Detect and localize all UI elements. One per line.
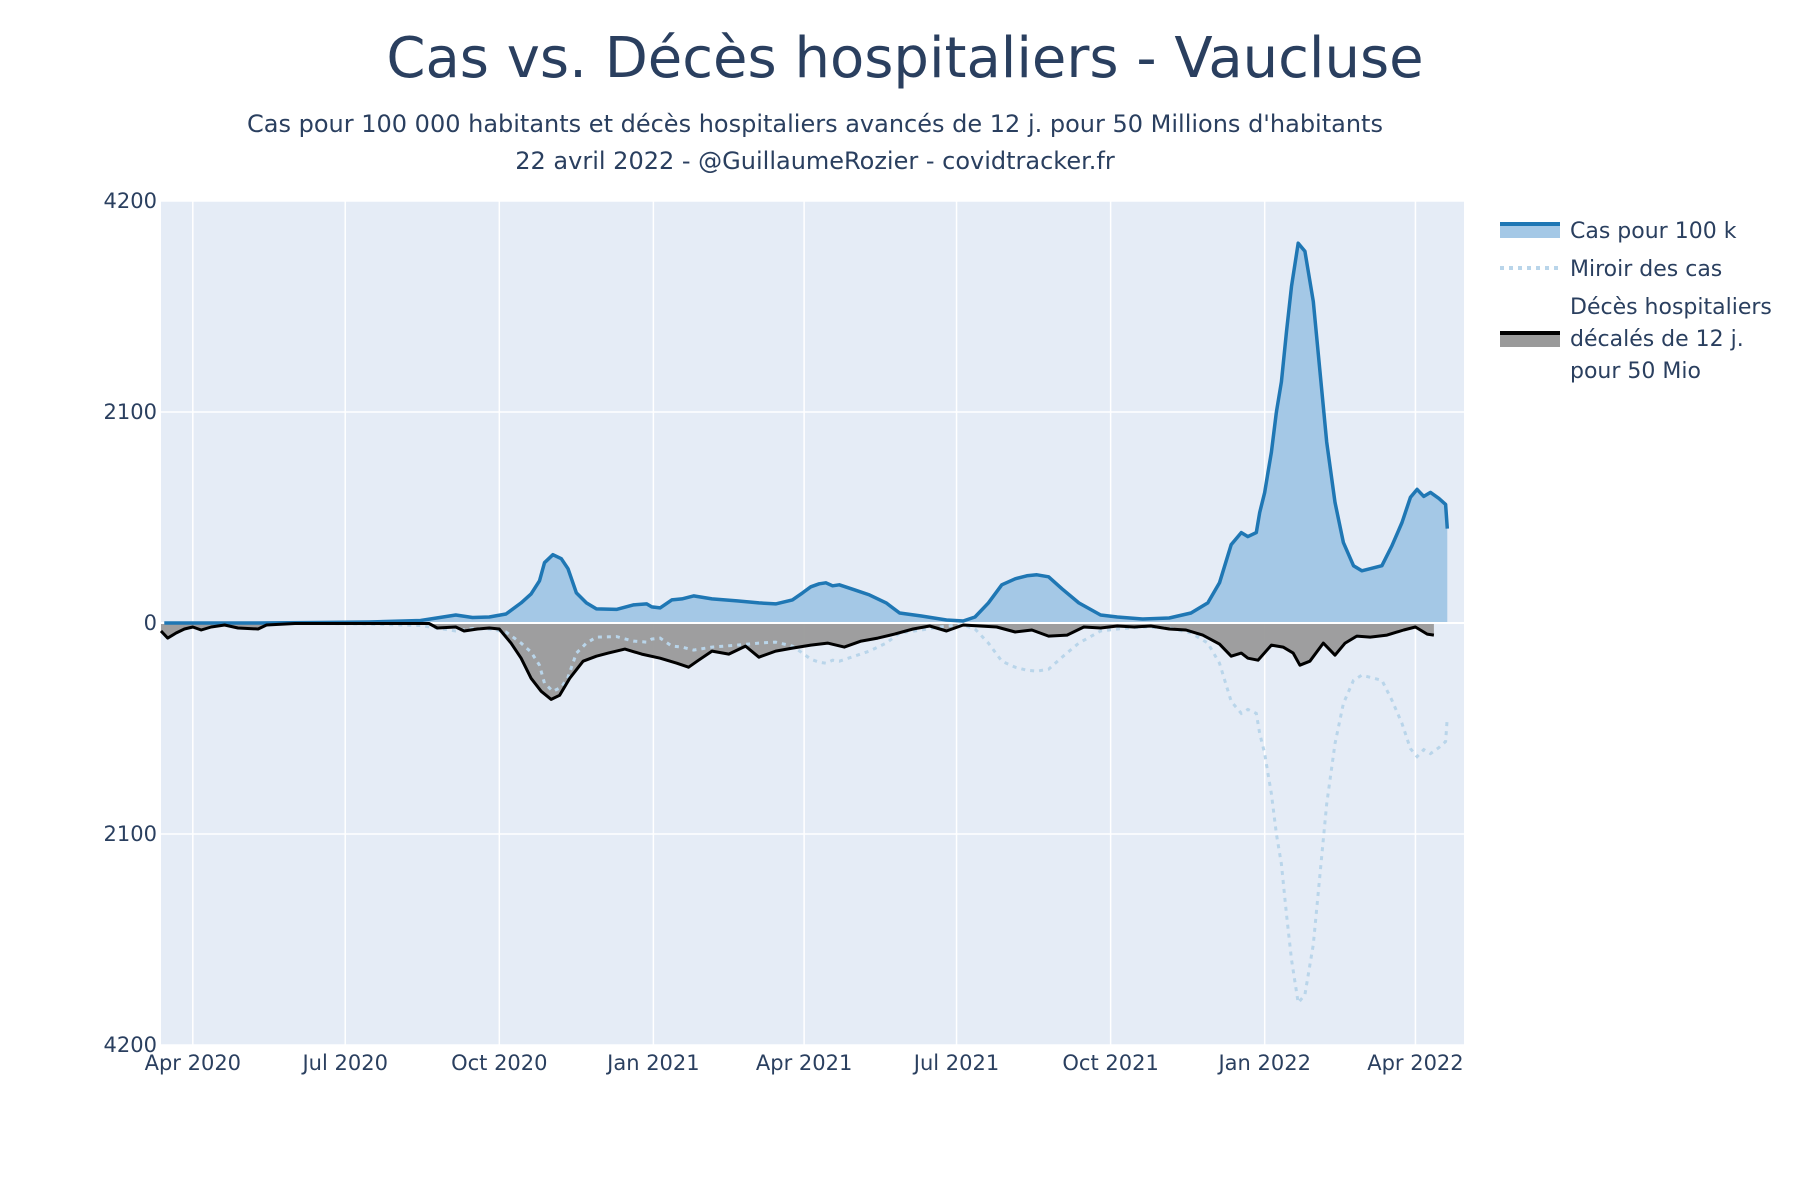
legend[interactable]: Cas pour 100 k Miroir des cas Décès hosp… (1500, 219, 1772, 384)
miroir-line (164, 621, 1449, 1007)
x-tick-label: Apr 2021 (756, 1051, 852, 1075)
legend-item-miroir[interactable]: Miroir des cas (1500, 257, 1722, 282)
x-tick-label: Jan 2021 (605, 1051, 700, 1075)
cas-line (164, 241, 1450, 625)
chart-subtitle-line-1: Cas pour 100 000 habitants et décès hosp… (247, 110, 1383, 138)
deces-area (161, 623, 1434, 700)
y-tick-label: 4200 (104, 1033, 157, 1057)
legend-label-miroir: Miroir des cas (1570, 257, 1722, 282)
legend-swatch-cas-fill (1500, 224, 1560, 238)
x-axis-ticks: Apr 2020 Jul 2020 Oct 2020 Jan 2021 Apr 2021… (145, 1051, 1464, 1075)
legend-label-deces-line-3: pour 50 Mio (1570, 359, 1701, 384)
x-tick-label: Apr 2020 (145, 1051, 241, 1075)
y-tick-label: 4200 (104, 189, 157, 213)
chart-title: Cas vs. Décès hospitaliers - Vaucluse (386, 26, 1423, 91)
legend-swatch-deces-fill (1500, 333, 1560, 347)
x-tick-label: Jan 2022 (1216, 1051, 1311, 1075)
x-tick-label: Jul 2020 (300, 1051, 387, 1075)
cas-area (164, 243, 1448, 623)
legend-item-cas[interactable]: Cas pour 100 k (1500, 219, 1737, 244)
y-tick-label: 0 (144, 611, 157, 635)
x-tick-label: Oct 2020 (451, 1051, 547, 1075)
x-tick-label: Apr 2022 (1367, 1051, 1463, 1075)
chart-subtitle-line-2: 22 avril 2022 - @GuillaumeRozier - covid… (515, 147, 1115, 175)
x-tick-label: Jul 2021 (912, 1051, 999, 1075)
y-tick-label: 2100 (104, 400, 157, 424)
legend-label-deces-line-2: décalés de 12 j. (1570, 327, 1744, 352)
y-axis-ticks: 4200 2100 0 2100 4200 (104, 189, 157, 1057)
x-tick-label: Oct 2021 (1062, 1051, 1158, 1075)
legend-item-deces[interactable]: Décès hospitaliers décalés de 12 j. pour… (1500, 295, 1772, 384)
legend-label-cas: Cas pour 100 k (1570, 219, 1737, 244)
legend-label-deces-line-1: Décès hospitaliers (1570, 295, 1772, 320)
series-layer (159, 241, 1464, 1007)
deces-line (159, 622, 1435, 701)
y-tick-label: 2100 (104, 822, 157, 846)
